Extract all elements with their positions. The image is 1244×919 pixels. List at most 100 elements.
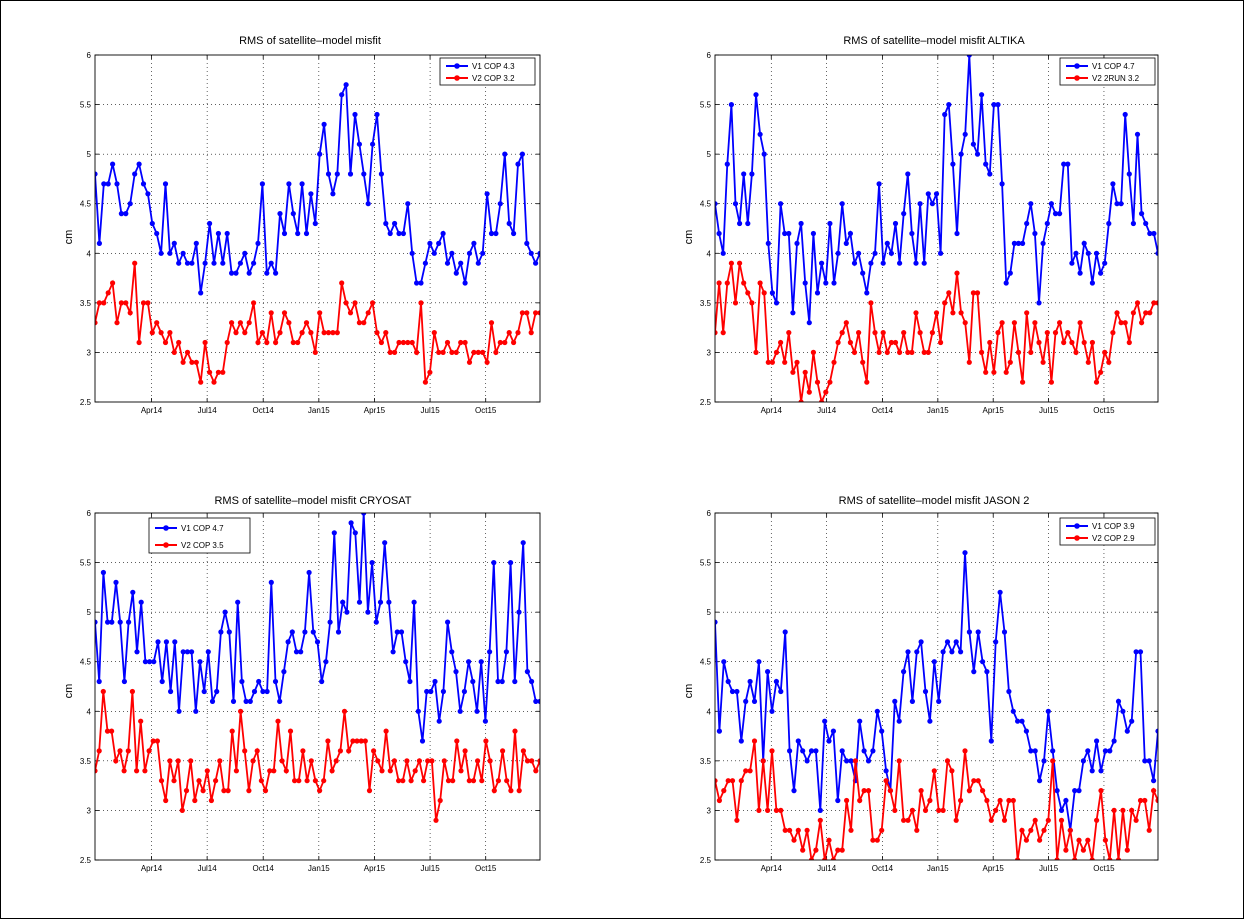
data-point — [264, 688, 270, 695]
data-point — [1020, 379, 1026, 385]
y-tick-label: 5.5 — [80, 101, 92, 110]
data-point — [189, 359, 195, 365]
data-point — [299, 181, 305, 187]
data-point — [870, 748, 876, 754]
data-point — [230, 698, 237, 705]
data-point — [506, 330, 512, 336]
data-point — [466, 778, 472, 784]
data-point — [979, 92, 985, 98]
data-point — [520, 748, 527, 754]
data-point — [362, 738, 368, 744]
data-point — [471, 240, 477, 246]
data-point — [1061, 339, 1067, 346]
data-point — [398, 629, 405, 635]
data-point — [218, 629, 224, 635]
data-point — [386, 599, 392, 605]
data-point — [782, 827, 788, 833]
chart-title: RMS of satellite–model misfit ALTIKA — [843, 35, 1025, 47]
data-point — [909, 349, 915, 355]
data-point — [312, 220, 318, 227]
data-point — [440, 230, 446, 237]
data-point — [272, 678, 279, 685]
data-point — [175, 758, 181, 764]
data-point — [966, 788, 973, 794]
data-point — [921, 260, 927, 266]
x-tick-label: Jul14 — [198, 406, 218, 415]
data-point — [917, 201, 923, 207]
data-point — [830, 857, 836, 860]
data-point — [721, 788, 727, 794]
data-point — [300, 748, 306, 754]
data-point — [189, 260, 195, 266]
data-point — [310, 629, 316, 635]
data-point — [1098, 768, 1104, 774]
data-point — [138, 718, 144, 724]
data-point — [851, 349, 858, 355]
data-point — [416, 758, 422, 764]
data-point — [109, 619, 115, 625]
data-point — [154, 230, 160, 237]
data-point — [293, 649, 300, 655]
data-point — [95, 320, 98, 326]
data-point — [813, 748, 819, 754]
data-point — [1142, 797, 1148, 804]
x-tick-label: Oct14 — [872, 406, 894, 415]
data-point — [533, 260, 539, 266]
data-point — [334, 330, 340, 336]
data-point — [304, 778, 310, 784]
data-point — [884, 240, 890, 246]
data-point — [123, 300, 129, 306]
data-point — [431, 330, 437, 336]
data-point — [370, 141, 376, 147]
data-point — [847, 230, 854, 237]
data-point — [1137, 649, 1144, 655]
data-point — [831, 359, 837, 365]
data-point — [314, 639, 321, 645]
data-point — [728, 102, 735, 108]
data-point — [966, 55, 972, 58]
data-point — [475, 349, 481, 355]
data-point — [909, 230, 915, 237]
data-point — [1102, 349, 1108, 355]
data-point — [975, 778, 981, 784]
data-point — [290, 339, 296, 346]
y-tick-label: 3.5 — [80, 757, 92, 766]
data-point — [450, 778, 456, 784]
data-point — [848, 758, 854, 764]
data-point — [804, 758, 810, 764]
data-point — [769, 359, 776, 365]
data-point — [339, 280, 345, 286]
data-point — [292, 778, 298, 784]
data-point — [778, 201, 784, 207]
data-point — [997, 589, 1003, 595]
data-point — [268, 310, 274, 316]
data-point — [365, 609, 371, 615]
data-point — [949, 649, 955, 655]
data-point — [158, 778, 165, 784]
data-point — [392, 349, 398, 355]
data-point — [537, 758, 540, 764]
data-point — [747, 768, 753, 774]
data-point — [163, 639, 169, 645]
data-point — [126, 619, 132, 625]
data-point — [962, 748, 968, 754]
data-point — [839, 330, 845, 336]
data-point — [958, 797, 964, 804]
data-point — [823, 389, 829, 395]
data-point — [848, 827, 854, 833]
data-point — [458, 768, 464, 774]
data-point — [273, 339, 279, 346]
data-point — [987, 171, 993, 177]
y-tick-label: 5 — [707, 150, 712, 159]
x-tick-label: Oct15 — [475, 864, 497, 873]
y-axis-label: cm — [63, 230, 75, 245]
data-point — [260, 688, 266, 695]
data-point — [431, 250, 437, 256]
y-tick-label: 6 — [707, 51, 712, 60]
data-point — [753, 349, 759, 355]
data-point — [778, 339, 784, 346]
data-point — [229, 728, 235, 734]
data-point — [753, 92, 759, 98]
data-point — [1076, 788, 1082, 794]
data-point — [461, 688, 467, 695]
